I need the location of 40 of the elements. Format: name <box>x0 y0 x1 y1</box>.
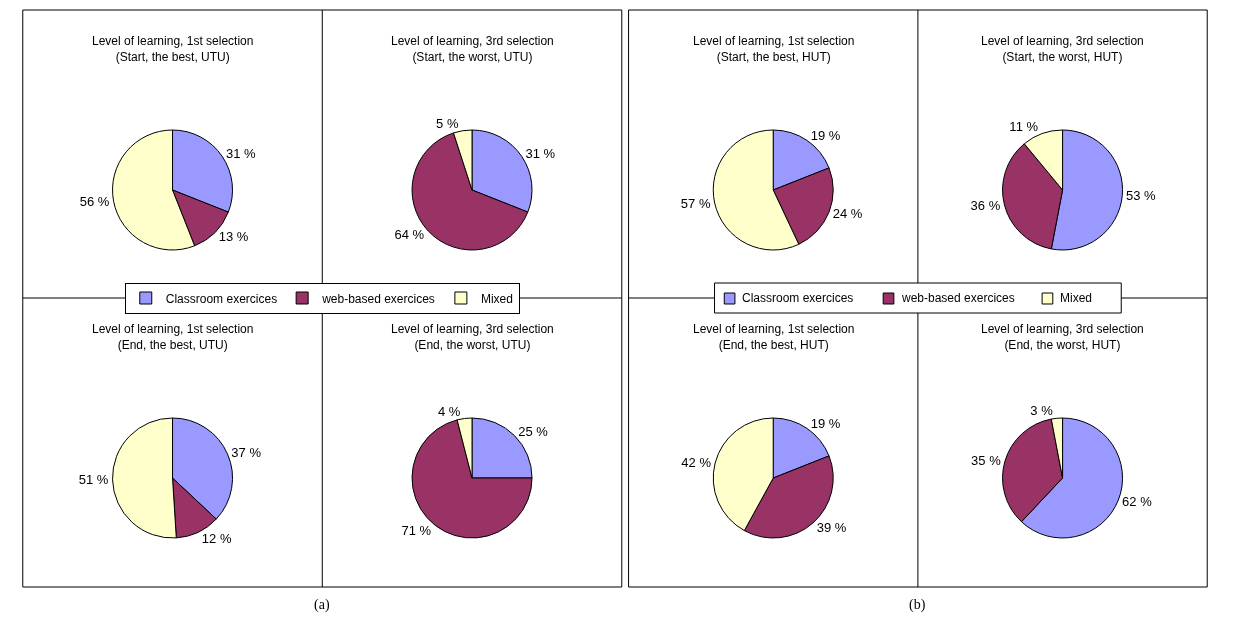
text: (b) <box>909 597 926 613</box>
data-label: 35 % <box>971 453 1002 469</box>
legend-label: web-based exercices <box>901 291 1015 305</box>
data-label: 51 % <box>78 472 109 488</box>
data-label: 36 % <box>970 197 1001 213</box>
data-label: 4 % <box>437 403 461 419</box>
data-label: 5 % <box>436 115 459 131</box>
data-label: 11 % <box>1009 119 1039 135</box>
data-label: 37 % <box>231 445 262 461</box>
slice-label: Level of learning, 1st selection (End, the best, UTU) <box>92 322 254 352</box>
data-label: 57 % <box>680 195 711 211</box>
slice-label: Level of learning, 3rd selection (End, the worst, UTU) <box>391 322 554 352</box>
legend-label: web-based exercices <box>321 291 435 306</box>
data-label: 3 % <box>1030 403 1054 419</box>
data-label: 42 % <box>681 455 712 471</box>
data-label: 19 % <box>810 415 841 431</box>
data-label: 24 % <box>832 205 863 221</box>
slice-label: Level of learning, 3rd selection (Start, the worst, UTU) <box>391 34 554 64</box>
data-label: 56 % <box>79 194 110 210</box>
data-label: 62 % <box>1122 493 1153 509</box>
data-label: 31 % <box>525 146 556 162</box>
slice-label: Level of learning, 3rd selection (End, the worst, HUT) <box>981 322 1144 352</box>
data-label: 13 % <box>218 228 249 244</box>
slice-label: Level of learning, 3rd selection (Start, the worst, HUT) <box>981 34 1144 64</box>
data-label: 53 % <box>1126 188 1157 204</box>
data-label: 31 % <box>225 146 256 162</box>
legend-label: Classroom exercices <box>165 291 278 306</box>
data-label: 19 % <box>810 127 841 143</box>
data-label: 25 % <box>518 424 549 440</box>
data-label: 71 % <box>401 522 432 538</box>
legend-label: Mixed <box>480 291 513 306</box>
slice-label: Level of learning, 1st selection (Start, the best, HUT) <box>693 34 855 64</box>
slice-label: Level of learning, 1st selection (End, the best, HUT) <box>693 322 855 352</box>
text: (a) <box>314 597 330 613</box>
data-label: 39 % <box>816 519 847 535</box>
slice-label: Level of learning, 1st selection (Start, the best, UTU) <box>92 34 254 64</box>
legend-label: Classroom exercices <box>742 291 854 305</box>
data-label: 64 % <box>394 227 425 243</box>
legend-label: Mixed <box>1060 291 1093 305</box>
data-label: 12 % <box>201 530 232 546</box>
